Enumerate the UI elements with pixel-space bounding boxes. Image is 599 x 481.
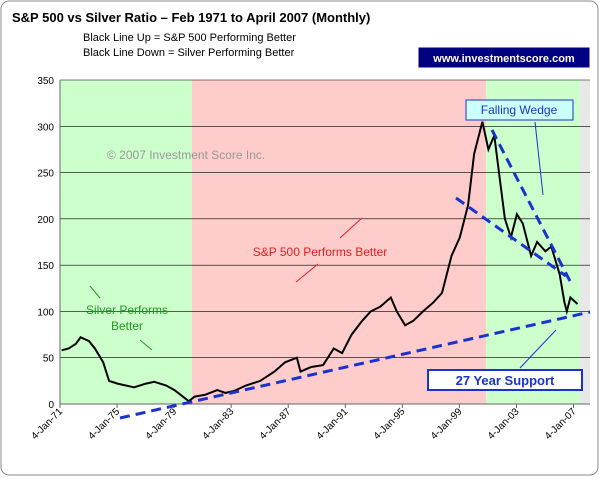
- y-tick-label: 300: [37, 122, 54, 133]
- y-tick-label: 250: [37, 169, 54, 180]
- arrow: [339, 217, 363, 239]
- support-label: 27 Year Support: [456, 373, 555, 388]
- support-line: [119, 310, 591, 420]
- wedge-label: Falling Wedge: [481, 103, 558, 117]
- wedge-box: [465, 99, 574, 121]
- subtitle: Black Line Down = Silver Performing Bett…: [83, 47, 295, 59]
- subtitle: Black Line Up = S&P 500 Performing Bette…: [83, 32, 296, 44]
- arrow: [89, 285, 101, 299]
- y-tick-label: 50: [43, 354, 55, 365]
- wedge-line: [455, 196, 567, 278]
- support-box: [427, 369, 583, 391]
- y-tick-label: 0: [48, 400, 54, 411]
- y-tick-label: 350: [37, 76, 54, 87]
- y-tick-label: 100: [37, 307, 54, 318]
- website-box: [417, 46, 591, 69]
- website: www.investmentscore.com: [432, 53, 575, 65]
- sp500-region: [192, 80, 486, 404]
- silver-region: [60, 80, 192, 404]
- arrow: [139, 339, 153, 351]
- y-tick-label: 150: [37, 261, 54, 272]
- silver-label: Silver Performs: [86, 303, 168, 317]
- wedge-line: [490, 129, 574, 286]
- copyright: © 2007 Investment Score Inc.: [107, 148, 265, 162]
- silver-region: [486, 80, 580, 404]
- silver-label: Better: [111, 319, 143, 333]
- plot-tail: [580, 80, 590, 404]
- sp500-label: S&P 500 Performs Better: [253, 245, 388, 259]
- arrow: [295, 263, 319, 283]
- chart-title: S&P 500 vs Silver Ratio – Feb 1971 to Ap…: [12, 10, 370, 25]
- y-tick-label: 200: [37, 215, 54, 226]
- ratio-line: [61, 121, 579, 403]
- arrow: [534, 121, 544, 196]
- arrow: [519, 329, 557, 369]
